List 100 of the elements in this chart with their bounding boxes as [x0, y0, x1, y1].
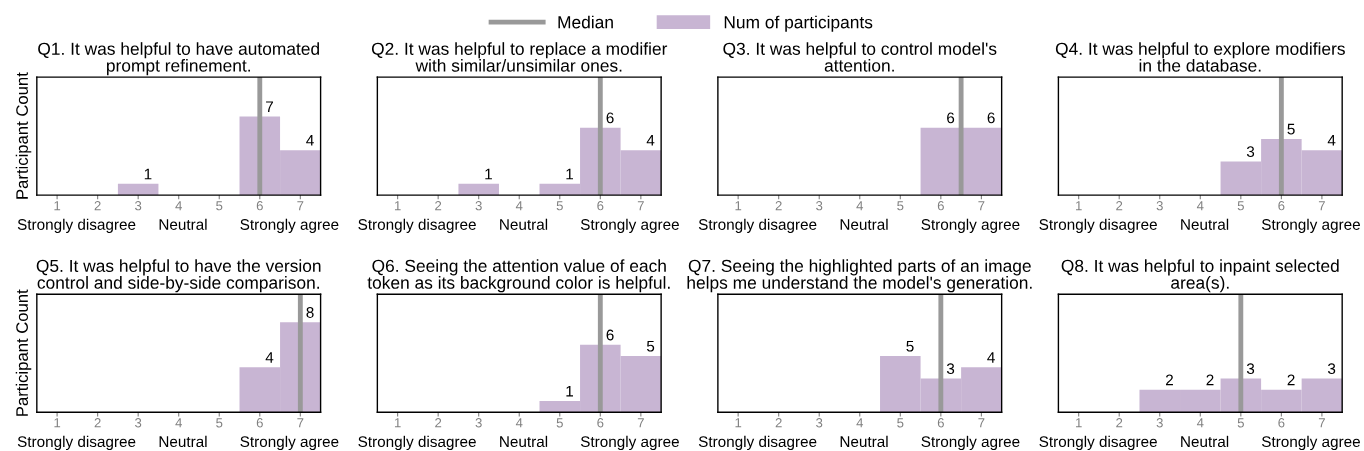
chart-title: Q5. It was helpful to have the version control and side-by-side comparison. [36, 259, 321, 293]
x-tick-label: 4 [175, 201, 182, 211]
legend-label: Median [558, 15, 613, 29]
x-tick-label: 4 [1196, 201, 1204, 211]
data-label: 5 [1287, 123, 1295, 135]
x-tick-label: 7 [297, 201, 304, 211]
data-label: 6 [606, 329, 614, 341]
x-tick-label: 6 [256, 201, 263, 211]
x-tick-label: 1 [735, 418, 742, 428]
text: Strongly disagree [1039, 435, 1157, 451]
data-label: 4 [646, 135, 655, 146]
x-tick-label: 1 [394, 201, 401, 211]
x-tick-label: 1 [54, 201, 61, 211]
data-label: 4 [265, 352, 274, 363]
x-tick-label: 3 [1156, 418, 1163, 428]
data-label: 4 [1327, 135, 1336, 146]
x-tick-label: 5 [216, 201, 223, 211]
data-label: 1 [485, 168, 492, 180]
data-label: 3 [946, 363, 955, 375]
x-tick-label: 1 [54, 418, 61, 428]
chart-title: Q2. It was helpful to replace a modifier with similar/unsimilar ones. [371, 42, 668, 72]
data-label: 4 [987, 352, 995, 363]
data-label: 8 [306, 307, 314, 318]
text: Neutral [159, 218, 207, 230]
x-tick-label: 1 [1076, 201, 1082, 211]
data-label: 1 [144, 168, 152, 180]
x-tick-label: 3 [816, 418, 823, 428]
data-label: 5 [646, 340, 655, 352]
text: Strongly disagree [17, 435, 136, 451]
x-tick-label: 4 [175, 418, 182, 428]
x-tick-label: 1 [1076, 418, 1082, 428]
x-tick-label: 5 [216, 418, 223, 428]
text: Neutral [1181, 435, 1229, 448]
text: Neutral [840, 218, 888, 230]
data-label: 3 [1246, 363, 1255, 375]
data-label: 7 [266, 101, 273, 112]
x-tick-label: 7 [297, 418, 304, 428]
x-tick-label: 1 [394, 418, 401, 428]
text: Strongly agree [921, 218, 1020, 233]
data-label: 6 [987, 112, 995, 124]
y-axis-title: Participant Count [15, 72, 32, 199]
text: Strongly agree [240, 218, 339, 233]
x-tick-label: 5 [1237, 201, 1244, 211]
x-tick-label: 3 [475, 201, 482, 211]
text: Neutral [500, 435, 548, 448]
text: Strongly disagree [358, 218, 476, 233]
x-tick-label: 6 [256, 418, 263, 428]
text: Strongly agree [1261, 218, 1360, 233]
x-tick-label: 2 [435, 418, 442, 428]
x-tick-label: 5 [1237, 418, 1244, 428]
data-label: 2 [1206, 374, 1214, 386]
x-tick-label: 4 [856, 418, 864, 428]
x-tick-label: 5 [897, 201, 904, 211]
x-tick-label: 1 [735, 201, 742, 211]
x-tick-label: 2 [1116, 418, 1123, 428]
data-label: 4 [306, 135, 314, 146]
x-tick-label: 5 [556, 201, 563, 211]
data-label: 5 [906, 340, 914, 352]
x-tick-label: 5 [556, 418, 563, 428]
x-tick-label: 2 [435, 201, 442, 211]
text: Strongly agree [240, 435, 339, 451]
chart-title: Q8. It was helpful to inpaint selected area(s). [1061, 259, 1339, 293]
x-tick-label: 4 [515, 418, 523, 428]
chart-title: Q3. It was helpful to control model's attention. [723, 42, 997, 72]
x-tick-label: 2 [775, 418, 782, 428]
chart-title: Q7. Seeing the highlighted parts of an image helps me understand the model's generation. [687, 259, 1032, 293]
data-label: 6 [947, 112, 955, 124]
text: Strongly agree [1261, 435, 1360, 451]
x-tick-label: 7 [1318, 418, 1325, 428]
x-tick-label: 7 [978, 418, 985, 428]
text: Strongly disagree [1039, 218, 1157, 233]
text: Strongly disagree [698, 218, 817, 233]
legend-label: Num of participants [724, 15, 873, 32]
text: Neutral [159, 435, 207, 448]
x-tick-label: 6 [937, 201, 944, 211]
x-tick-label: 6 [937, 418, 944, 428]
text: Strongly agree [580, 435, 679, 451]
text: Neutral [840, 435, 888, 448]
x-tick-label: 6 [597, 201, 604, 211]
x-tick-label: 4 [856, 201, 864, 211]
y-axis-title: Participant Count [15, 289, 32, 416]
x-tick-label: 7 [1318, 201, 1325, 211]
chart-title: Q1. It was helpful to have automated prompt refinement. [38, 42, 319, 76]
x-tick-label: 3 [816, 201, 823, 211]
x-tick-label: 4 [1196, 418, 1204, 428]
data-label: 1 [566, 385, 573, 397]
data-label: 6 [606, 112, 614, 124]
x-tick-label: 7 [637, 418, 644, 428]
text: Neutral [500, 218, 548, 230]
data-label: 1 [566, 168, 573, 180]
x-tick-label: 4 [515, 201, 523, 211]
x-tick-label: 6 [1278, 418, 1285, 428]
x-tick-label: 3 [135, 418, 142, 428]
chart-title: Q4. It was helpful to explore modifiers in the database. [1055, 42, 1345, 72]
text: Strongly agree [921, 435, 1020, 451]
x-tick-label: 3 [135, 201, 142, 211]
chart-title: Q6. Seeing the attention value of each token as its background color is helpful. [367, 259, 670, 293]
data-label: 2 [1165, 374, 1173, 386]
x-tick-label: 6 [1278, 201, 1285, 211]
text: Strongly disagree [358, 435, 476, 451]
